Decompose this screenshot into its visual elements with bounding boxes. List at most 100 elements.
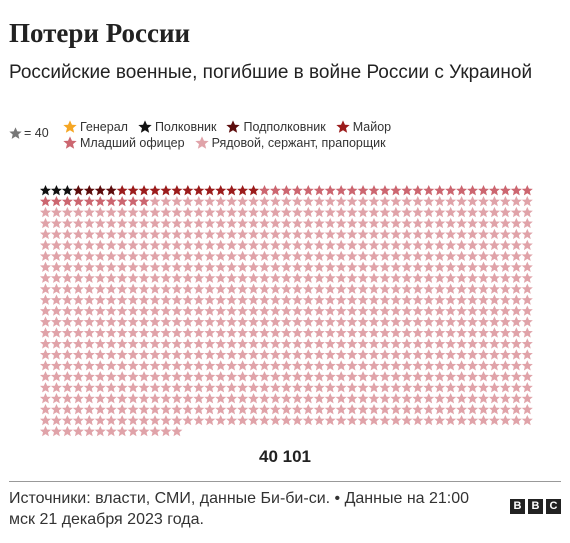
- star-mark: [390, 283, 402, 294]
- star-mark: [335, 403, 347, 415]
- star-mark: [313, 305, 325, 316]
- star-mark: [160, 250, 172, 262]
- star-mark: [423, 206, 435, 218]
- star-mark: [302, 294, 314, 305]
- star-mark: [499, 250, 511, 262]
- star-mark: [83, 327, 95, 338]
- star-mark: [445, 327, 457, 338]
- star-mark: [193, 414, 205, 426]
- star-mark: [105, 414, 117, 426]
- star-mark: [83, 305, 95, 316]
- star-mark: [521, 283, 533, 294]
- star-mark: [477, 327, 490, 338]
- star-mark: [72, 382, 84, 393]
- star-mark: [248, 403, 260, 415]
- star-mark: [445, 261, 457, 272]
- star-mark: [302, 184, 314, 196]
- star-mark: [488, 217, 500, 229]
- star-mark: [193, 305, 205, 316]
- star-mark: [467, 283, 479, 294]
- star-mark: [39, 195, 52, 207]
- star-mark: [510, 283, 522, 294]
- star-mark: [160, 403, 172, 415]
- star-mark: [215, 305, 227, 316]
- star-mark: [127, 338, 139, 349]
- star-mark: [182, 261, 194, 272]
- star-mark: [72, 272, 84, 283]
- star-mark: [149, 217, 161, 229]
- star-mark: [215, 414, 227, 426]
- star-mark: [215, 338, 227, 349]
- star-icon: [194, 136, 209, 149]
- star-mark: [269, 393, 281, 404]
- legend-label: Полковник: [154, 120, 217, 134]
- star-mark: [204, 305, 216, 316]
- star-mark: [160, 327, 172, 338]
- legend-item-major: Майор: [336, 119, 391, 135]
- star-mark: [467, 184, 479, 196]
- star-mark: [423, 272, 435, 283]
- star-mark: [237, 294, 249, 305]
- star-mark: [105, 272, 117, 283]
- star-mark: [127, 371, 139, 382]
- star-mark: [324, 414, 336, 426]
- star-mark: [291, 184, 303, 196]
- star-mark: [445, 294, 457, 305]
- star-mark: [401, 382, 413, 393]
- star-mark: [346, 294, 358, 305]
- star-mark: [105, 327, 117, 338]
- star-mark: [401, 294, 413, 305]
- star-mark: [434, 228, 446, 240]
- star-mark: [72, 338, 84, 349]
- star-mark: [50, 360, 62, 371]
- star-mark: [499, 283, 511, 294]
- star-mark: [149, 393, 161, 404]
- star-mark: [116, 261, 128, 272]
- star-mark: [127, 294, 139, 305]
- star-mark: [116, 195, 128, 207]
- star-mark: [510, 239, 522, 251]
- star-mark: [116, 393, 128, 404]
- star-mark: [248, 305, 260, 316]
- star-mark: [456, 371, 468, 382]
- star-mark: [226, 393, 238, 404]
- star-mark: [521, 371, 533, 382]
- star-mark: [258, 371, 271, 382]
- star-mark: [269, 349, 281, 360]
- star-mark: [346, 228, 358, 240]
- star-mark: [445, 217, 457, 229]
- star-mark: [324, 261, 336, 272]
- star-mark: [488, 206, 500, 218]
- star-mark: [488, 239, 500, 251]
- star-mark: [193, 360, 205, 371]
- star-mark: [467, 294, 479, 305]
- star-mark: [302, 349, 314, 360]
- star-mark: [379, 261, 391, 272]
- star-mark: [445, 414, 457, 426]
- star-mark: [291, 261, 303, 272]
- star-mark: [116, 239, 128, 251]
- star-mark: [302, 382, 314, 393]
- star-mark: [445, 239, 457, 251]
- star-mark: [368, 338, 380, 349]
- star-mark: [401, 305, 413, 316]
- star-mark: [346, 371, 358, 382]
- star-mark: [302, 338, 314, 349]
- star-mark: [346, 316, 358, 327]
- star-mark: [456, 316, 468, 327]
- star-mark: [324, 184, 336, 196]
- star-mark: [50, 403, 62, 415]
- star-mark: [302, 371, 314, 382]
- star-mark: [215, 349, 227, 360]
- star-mark: [182, 184, 194, 196]
- star-mark: [50, 414, 62, 426]
- star-mark: [215, 316, 227, 327]
- star-mark: [171, 371, 183, 382]
- star-mark: [445, 371, 457, 382]
- star-mark: [335, 261, 347, 272]
- star-mark: [182, 316, 194, 327]
- star-mark: [215, 393, 227, 404]
- star-mark: [116, 294, 128, 305]
- star-mark: [357, 338, 369, 349]
- star-mark: [127, 250, 139, 262]
